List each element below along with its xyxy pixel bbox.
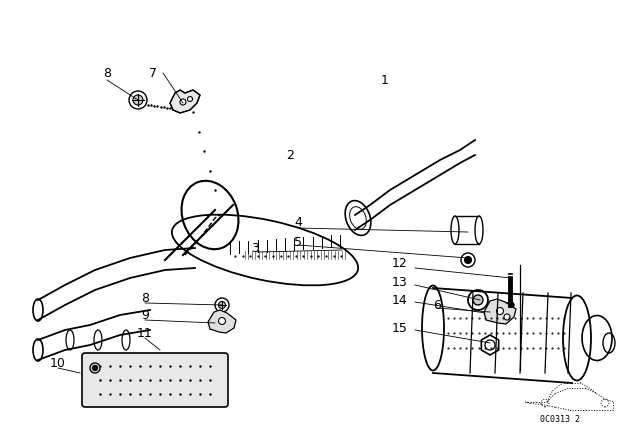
Polygon shape: [208, 310, 236, 333]
Text: 8: 8: [141, 292, 149, 305]
Ellipse shape: [504, 314, 510, 320]
Ellipse shape: [188, 96, 193, 102]
Text: 9: 9: [141, 309, 149, 322]
Text: 0C0313 2: 0C0313 2: [540, 415, 580, 424]
Text: 2: 2: [286, 148, 294, 161]
Ellipse shape: [497, 307, 504, 314]
Text: 4: 4: [294, 215, 302, 228]
Text: 12: 12: [392, 257, 408, 270]
Ellipse shape: [473, 295, 483, 305]
Text: 5: 5: [294, 236, 302, 249]
Ellipse shape: [133, 95, 143, 105]
Text: 7: 7: [149, 66, 157, 79]
Ellipse shape: [218, 318, 225, 324]
Ellipse shape: [93, 366, 97, 370]
Text: 1: 1: [381, 73, 389, 86]
Ellipse shape: [180, 99, 186, 105]
Text: 8: 8: [103, 66, 111, 79]
Text: 11: 11: [137, 327, 153, 340]
Text: 15: 15: [392, 322, 408, 335]
Ellipse shape: [506, 302, 514, 308]
Polygon shape: [170, 90, 200, 113]
Polygon shape: [484, 299, 516, 324]
Text: 10: 10: [50, 357, 66, 370]
Text: 14: 14: [392, 293, 408, 306]
Text: 6: 6: [433, 298, 441, 311]
Ellipse shape: [218, 302, 225, 309]
FancyBboxPatch shape: [82, 353, 228, 407]
Text: 13: 13: [392, 276, 408, 289]
Ellipse shape: [465, 257, 472, 263]
Text: 3: 3: [251, 241, 259, 254]
